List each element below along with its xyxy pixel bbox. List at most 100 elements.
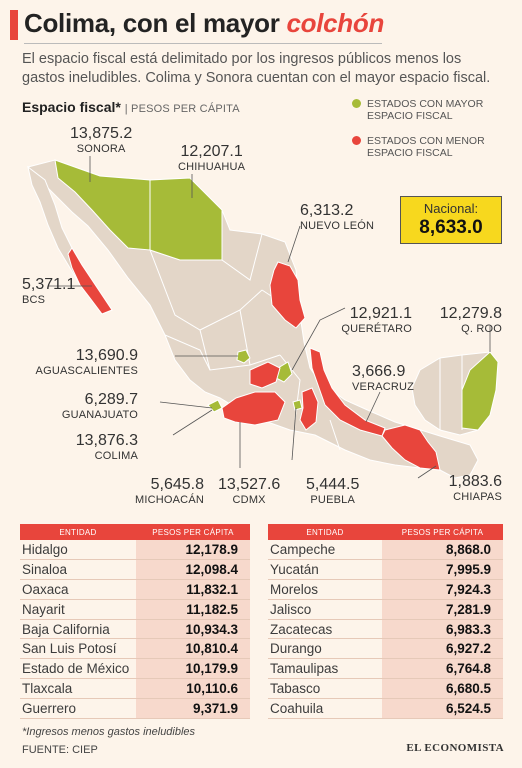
table-cell-value: 8,868.0 [382, 540, 503, 561]
table-cell-entity: Oaxaca [20, 579, 136, 600]
table-row: Yucatán 7,995.9 [268, 559, 503, 581]
label-chihuahua-name: CHIHUAHUA [178, 161, 246, 173]
map-puebla [299, 387, 319, 431]
label-veracruz-name: VERACRUZ [352, 381, 415, 393]
table-row: Guerrero 9,371.9 [20, 698, 250, 719]
table-cell-entity: Yucatán [268, 559, 382, 581]
label-michoacan-name: MICHOACÁN [134, 494, 204, 506]
footnote: *Ingresos menos gastos ineludibles [22, 726, 196, 738]
label-nuevo-leon: 6,313.2 NUEVO LEÓN [300, 202, 374, 233]
table-left: ENTIDAD PESOS PER CÁPITA Hidalgo 12,178.9… [20, 524, 250, 719]
legend-low: ESTADOS CON MENOR ESPACIO FISCAL [352, 135, 517, 159]
table-cell-value: 10,810.4 [136, 638, 250, 660]
table-cell-entity: Campeche [268, 540, 382, 561]
map-sonora [54, 159, 151, 251]
table-row: Coahuila 6,524.5 [268, 698, 503, 719]
label-queretaro-value: 12,921.1 [349, 305, 412, 322]
section-unit: PESOS PER CÁPITA [131, 103, 240, 115]
table-cell-entity: Zacatecas [268, 619, 382, 640]
table-row: Baja California 10,934.3 [20, 619, 250, 640]
label-aguascalientes-name: AGUASCALIENTES [35, 365, 138, 377]
label-veracruz: 3,666.9 VERACRUZ [352, 363, 414, 394]
national-average-box: Nacional: 8,633.0 [400, 196, 502, 244]
map-bcs [67, 247, 113, 315]
map-guanajuato [249, 361, 281, 389]
map-nuevo-leon [269, 261, 306, 329]
table-row: Morelos 7,924.3 [268, 579, 503, 600]
table-cell-value: 6,983.3 [382, 619, 503, 640]
section-label: Espacio fiscal* [22, 99, 121, 115]
table-cell-value: 10,934.3 [136, 619, 250, 640]
label-guanajuato: 6,289.7 GUANAJUATO [62, 391, 138, 422]
table-cell-value: 11,182.5 [136, 599, 250, 620]
table-cell-entity: Tlaxcala [20, 678, 136, 699]
table-cell-value: 6,764.8 [382, 658, 503, 680]
table-cell-value: 7,995.9 [382, 559, 503, 581]
map-leader-lines [48, 156, 491, 479]
label-chihuahua: 12,207.1 CHIHUAHUA [178, 143, 245, 174]
label-sonora: 13,875.2 SONORA [70, 125, 132, 156]
label-qroo-value: 12,279.8 [439, 305, 502, 322]
table-right: ENTIDAD PESOS PER CÁPITA Campeche 8,868.0… [268, 524, 503, 719]
table-left-header-value: PESOS PER CÁPITA [136, 524, 250, 540]
table-row: Oaxaca 11,832.1 [20, 579, 250, 600]
label-chihuahua-value: 12,207.1 [180, 143, 243, 160]
table-cell-value: 11,832.1 [136, 579, 250, 600]
title-emphasis: colchón [286, 8, 385, 38]
table-cell-entity: Tamaulipas [268, 658, 382, 680]
table-cell-entity: Tabasco [268, 678, 382, 699]
label-chiapas: 1,883.6 CHIAPAS [449, 473, 502, 504]
table-cell-entity: Guerrero [20, 698, 136, 719]
map-colima [207, 399, 223, 413]
label-colima-name: COLIMA [94, 450, 138, 462]
table-cell-value: 6,927.2 [382, 638, 503, 660]
label-qroo-name: Q. ROO [461, 323, 502, 335]
label-qroo: 12,279.8 Q. ROO [440, 305, 502, 336]
table-cell-value: 6,680.5 [382, 678, 503, 699]
label-puebla: 5,444.5 PUEBLA [306, 476, 359, 507]
national-label: Nacional: [423, 201, 479, 216]
label-bcs-value: 5,371.1 [22, 276, 76, 293]
table-row: Tabasco 6,680.5 [268, 678, 503, 699]
map-cdmx [292, 399, 303, 411]
title-accent-bar [10, 10, 18, 40]
label-nuevo-leon-value: 6,313.2 [300, 202, 354, 219]
label-cdmx-name: CDMX [232, 494, 266, 506]
table-row: Estado de México 10,179.9 [20, 658, 250, 680]
legend-low-dot [352, 136, 361, 145]
label-queretaro: 12,921.1 QUERÉTARO [341, 305, 412, 336]
table-cell-entity: Hidalgo [20, 540, 136, 561]
label-queretaro-name: QUERÉTARO [341, 323, 412, 335]
title-main: Colima, con el mayor [24, 8, 280, 38]
label-michoacan-value: 5,645.8 [150, 476, 204, 493]
table-cell-entity: Coahuila [268, 698, 382, 719]
table-row: Tamaulipas 6,764.8 [268, 658, 503, 680]
table-row: Sinaloa 12,098.4 [20, 559, 250, 581]
national-value: 8,633.0 [419, 217, 483, 238]
brand-logo: EL ECONOMISTA [406, 742, 504, 754]
table-cell-entity: Morelos [268, 579, 382, 600]
table-cell-entity: Baja California [20, 619, 136, 640]
table-cell-value: 9,371.9 [136, 698, 250, 719]
map-chiapas [381, 424, 441, 471]
label-guanajuato-value: 6,289.7 [84, 391, 138, 408]
table-row: Tlaxcala 10,110.6 [20, 678, 250, 699]
label-aguascalientes: 13,690.9 AGUASCALIENTES [36, 347, 138, 378]
legend-high-label: ESTADOS CON MAYOR ESPACIO FISCAL [367, 98, 484, 122]
label-nuevo-leon-name: NUEVO LEÓN [300, 220, 375, 232]
label-michoacan: 5,645.8 MICHOACÁN [135, 476, 204, 507]
table-cell-value: 6,524.5 [382, 698, 503, 719]
title-divider [24, 43, 382, 44]
table-cell-entity: San Luis Potosí [20, 638, 136, 660]
label-aguascalientes-value: 13,690.9 [75, 347, 138, 364]
table-row: Campeche 8,868.0 [268, 540, 503, 561]
table-cell-value: 12,178.9 [136, 540, 250, 561]
table-cell-value: 12,098.4 [136, 559, 250, 581]
map-michoacan [221, 391, 286, 426]
table-cell-entity: Durango [268, 638, 382, 660]
table-cell-value: 7,281.9 [382, 599, 503, 620]
table-row: Nayarit 11,182.5 [20, 599, 250, 620]
table-row: Hidalgo 12,178.9 [20, 540, 250, 561]
table-left-body: Hidalgo 12,178.9 Sinaloa 12,098.4 Oaxaca 11,8… [20, 540, 250, 719]
source-note: FUENTE: CIEP [22, 744, 98, 756]
